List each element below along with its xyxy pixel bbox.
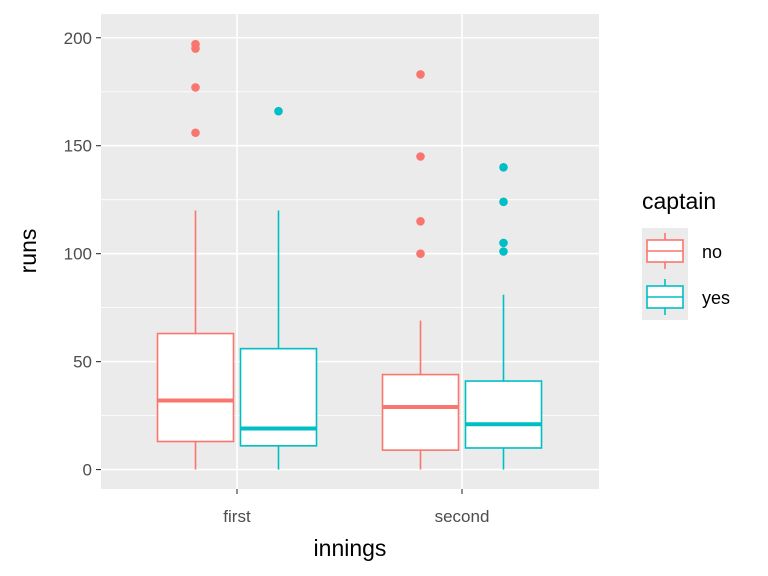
outlier-point (416, 216, 425, 226)
grid-major (101, 14, 599, 489)
outlier-point (499, 238, 508, 248)
y-tick-label: 0 (83, 461, 92, 480)
box-yes-first (239, 210, 318, 470)
legend-key-yes (642, 274, 688, 320)
outlier-point (499, 162, 508, 172)
legend-label-no: no (702, 242, 722, 262)
y-tick-label: 150 (64, 137, 92, 156)
x-tick-label: first (223, 507, 251, 526)
box-no-first (156, 210, 235, 470)
outlier-point (499, 247, 508, 256)
outlier-point (499, 197, 508, 207)
y-tick-label: 200 (64, 29, 92, 48)
box-iqr (239, 347, 318, 447)
x-tick-label: second (435, 507, 490, 526)
box-iqr (381, 373, 460, 451)
outlier-point (416, 249, 425, 258)
legend-label-yes: yes (702, 288, 730, 308)
y-tick-label: 50 (73, 353, 92, 372)
x-axis: first second (223, 489, 489, 526)
outlier-point (416, 152, 425, 161)
outlier-point (191, 83, 200, 92)
outlier-point (274, 106, 283, 116)
box-yes-second (464, 294, 543, 470)
y-axis-title: runs (15, 229, 41, 274)
legend-title: captain (642, 188, 716, 214)
outlier-point (191, 128, 200, 138)
y-tick-label: 100 (64, 245, 92, 264)
outlier-points (191, 39, 508, 258)
legend: captain no yes (642, 188, 730, 320)
box-no-second (381, 320, 460, 470)
box-iqr (464, 380, 543, 449)
y-axis: 0 50 100 150 200 (64, 29, 101, 480)
box-iqr (156, 332, 235, 443)
legend-key-no (642, 228, 688, 274)
outlier-point (191, 39, 200, 49)
x-axis-title: innings (314, 535, 387, 561)
outlier-point (416, 70, 425, 79)
boxes (156, 210, 543, 470)
